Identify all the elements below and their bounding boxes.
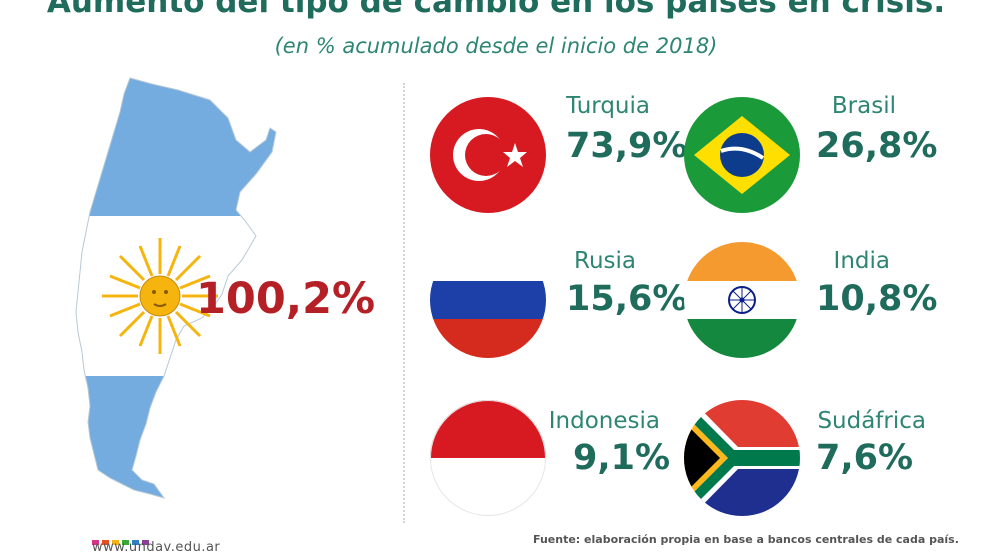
country-name-turquia: Turquia — [566, 93, 650, 119]
section-divider — [403, 83, 405, 523]
brazil-flag-icon — [684, 97, 800, 213]
brand-dots — [92, 530, 152, 549]
country-name-rusia: Rusia — [574, 248, 636, 274]
country-name-sudafrica: Sudáfrica — [817, 408, 926, 434]
brand-dot — [132, 540, 139, 545]
turkey-flag-icon — [430, 97, 546, 213]
argentina-value: 100,2% — [196, 274, 376, 324]
brand-dot — [92, 540, 99, 545]
country-name-indonesia: Indonesia — [548, 408, 660, 434]
country-value-india: 10,8% — [816, 279, 938, 319]
brand-dot — [142, 540, 149, 545]
country-value-turquia: 73,9% — [566, 126, 688, 166]
page-title: Aumento del tipo de cambio en los países… — [46, 0, 946, 20]
footer-url: www.undav.edu.ar — [92, 540, 221, 555]
russia-flag-icon — [430, 242, 546, 358]
brand-dot — [122, 540, 129, 545]
india-flag-icon — [684, 242, 800, 358]
country-name-india: India — [833, 248, 890, 274]
country-value-brasil: 26,8% — [816, 126, 938, 166]
page-subtitle: (en % acumulado desde el inicio de 2018) — [274, 34, 718, 58]
footer-source: Fuente: elaboración propia en base a ban… — [533, 533, 959, 546]
brand-dot — [112, 540, 119, 545]
country-value-sudafrica: 7,6% — [816, 438, 914, 478]
country-name-brasil: Brasil — [831, 93, 896, 119]
indonesia-flag-icon — [430, 400, 546, 516]
country-value-indonesia: 9,1% — [573, 438, 671, 478]
country-value-rusia: 15,6% — [566, 279, 688, 319]
brand-dot — [102, 540, 109, 545]
argentina-map — [75, 77, 277, 499]
south-africa-flag-icon — [684, 400, 800, 516]
